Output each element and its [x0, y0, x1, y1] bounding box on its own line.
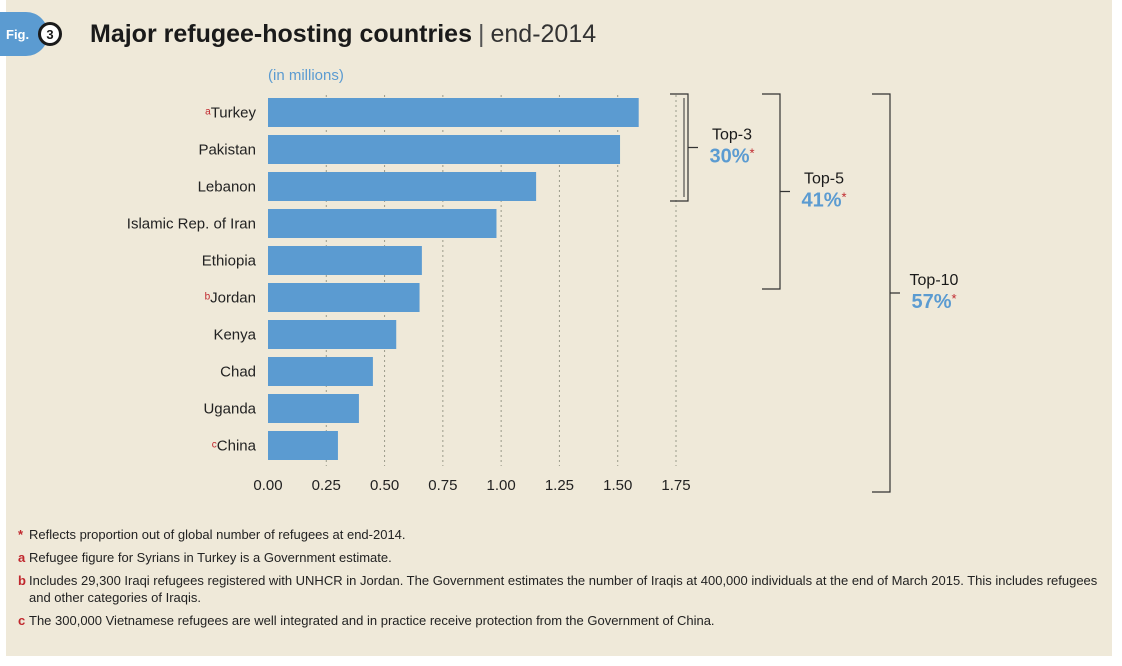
category-name: Pakistan: [198, 142, 256, 159]
bracket-value: 41%*: [801, 189, 846, 211]
category-name: Uganda: [203, 401, 256, 418]
bracket: [762, 93, 790, 290]
footnote-text: Includes 29,300 Iraqi refugees registere…: [29, 573, 1098, 605]
category-name: Ethiopia: [202, 253, 257, 270]
x-tick-label: 1.25: [545, 477, 574, 494]
footnote-a: a Refugee figure for Syrians in Turkey i…: [18, 549, 1098, 566]
footnotes: * Reflects proportion out of global numb…: [18, 526, 1098, 635]
category-label: Kenya: [213, 327, 256, 344]
category-label: Lebanon: [198, 179, 256, 196]
bar: [268, 172, 537, 201]
category-label: aTurkey: [205, 105, 256, 122]
category-marker: c: [212, 439, 217, 450]
bracket-percent: 30%: [709, 146, 749, 168]
bracket-label: Top-10: [910, 272, 959, 289]
bar: [268, 283, 420, 312]
category-name: Islamic Rep. of Iran: [127, 216, 256, 233]
bar: [268, 320, 397, 349]
category-marker: a: [205, 106, 211, 117]
bar: [268, 135, 621, 164]
bracket-percent: 57%: [911, 291, 951, 313]
bracket-value: 57%*: [911, 291, 956, 313]
category-name: Kenya: [213, 327, 256, 344]
x-tick-label: 1.50: [603, 477, 632, 494]
category-label: Pakistan: [198, 142, 256, 159]
bar: [268, 431, 338, 460]
units-label: (in millions): [268, 67, 344, 84]
category-name: Lebanon: [198, 179, 256, 196]
bracket-marker: *: [749, 145, 754, 160]
bar: [268, 394, 359, 423]
figure-label: Fig.: [6, 26, 30, 42]
bracket-label: Top-3: [712, 127, 752, 144]
bracket: [670, 93, 698, 202]
category-name: Chad: [220, 364, 256, 381]
footnote-text: The 300,000 Vietnamese refugees are well…: [29, 613, 715, 628]
footnote-text: Refugee figure for Syrians in Turkey is …: [29, 550, 392, 565]
figure-number: 3: [38, 22, 62, 46]
category-label: Chad: [220, 364, 256, 381]
bracket-label: Top-5: [804, 171, 844, 188]
bar: [268, 246, 422, 275]
x-tick-label: 1.00: [487, 477, 516, 494]
category-name: Jordan: [210, 290, 256, 307]
footnote-text: Reflects proportion out of global number…: [29, 527, 406, 542]
footnote-marker: b: [18, 573, 26, 588]
bracket-marker: *: [841, 189, 846, 204]
bar: [268, 357, 373, 386]
category-name: Turkey: [211, 105, 257, 122]
category-marker: b: [205, 291, 211, 302]
bracket-percent: 41%: [801, 190, 841, 212]
footnote-marker: *: [18, 527, 24, 542]
bar: [268, 98, 639, 127]
x-tick-label: 0.25: [312, 477, 341, 494]
x-tick-label: 0.50: [370, 477, 399, 494]
x-tick-label: 0.75: [428, 477, 457, 494]
category-label: Ethiopia: [202, 253, 257, 270]
category-label: Uganda: [203, 401, 256, 418]
category-label: bJordan: [205, 290, 256, 307]
title-subtitle: end-2014: [490, 20, 597, 48]
category-name: China: [217, 438, 257, 455]
category-label: Islamic Rep. of Iran: [127, 216, 256, 233]
footnote-asterisk: * Reflects proportion out of global numb…: [18, 526, 1098, 543]
bar: [268, 209, 497, 238]
category-label: cChina: [212, 438, 257, 455]
footnote-b: b Includes 29,300 Iraqi refugees registe…: [18, 572, 1098, 606]
bracket: [872, 93, 900, 493]
footnote-marker: a: [18, 550, 26, 565]
x-tick-label: 1.75: [661, 477, 690, 494]
x-tick-label: 0.00: [253, 477, 282, 494]
bracket-marker: *: [951, 291, 956, 306]
bar-chart: 0.00 0.25 0.50 0.75 1.00 1.25 1.50 1.75 aTurkey P…: [127, 93, 959, 494]
bracket-value: 30%*: [709, 145, 754, 167]
chart-title: Major refugee-hosting countries | end-2014: [90, 20, 596, 49]
footnote-c: c The 300,000 Vietnamese refugees are we…: [18, 612, 1098, 629]
title-main: Major refugee-hosting countries: [90, 20, 472, 48]
footnote-marker: c: [18, 613, 26, 628]
title-separator: |: [477, 20, 485, 48]
